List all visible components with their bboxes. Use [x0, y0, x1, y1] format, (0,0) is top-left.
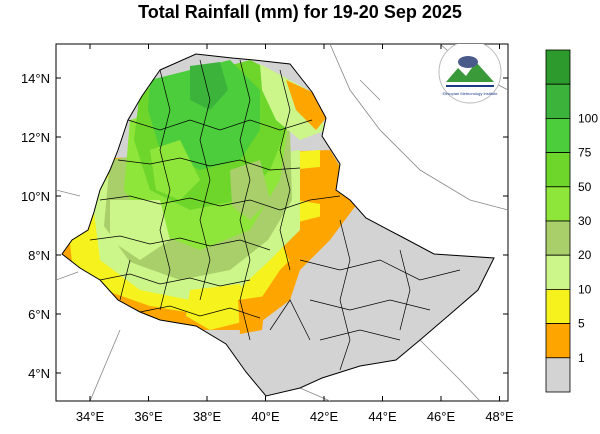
legend-label: 75 [578, 146, 592, 160]
legend-swatch [545, 254, 571, 290]
logo-caption: Ethiopian Meteorology Institute [443, 91, 499, 96]
legend-label: 5 [578, 317, 585, 331]
lon-tick-label: 34°E [76, 409, 105, 424]
lat-tick-label: 4°N [28, 366, 50, 381]
lon-tick-label: 40°E [251, 409, 280, 424]
neighbour-borders [56, 44, 508, 401]
lon-tick-label: 36°E [134, 409, 163, 424]
legend-swatch [545, 49, 571, 85]
lon-tick-label: 48°E [485, 409, 514, 424]
zone-boundaries [89, 59, 461, 371]
legend-label: 100 [578, 111, 598, 125]
map-title: Total Rainfall (mm) for 19-20 Sep 2025 [138, 2, 462, 22]
legend-swatch [545, 83, 571, 119]
legend-label: 20 [578, 248, 592, 262]
legend-label: 10 [578, 282, 592, 296]
legend-swatch [545, 323, 571, 359]
legend-swatch [545, 186, 571, 222]
rainfall-legend: 100 75 50 30 20 10 5 1 [545, 49, 598, 393]
lon-tick-label: 42°E [310, 409, 339, 424]
ethiopian-meteorology-logo: Ethiopian Meteorology Institute [438, 44, 502, 104]
lon-tick-label: 46°E [427, 409, 456, 424]
legend-label: 50 [578, 180, 592, 194]
legend-swatch [545, 357, 571, 393]
legend-label: 1 [578, 351, 585, 365]
lat-tick-label: 14°N [21, 71, 50, 86]
longitude-ticks: 34°E 36°E 38°E 40°E 42°E 44°E 46°E 48°E [76, 44, 514, 424]
lon-tick-label: 38°E [193, 409, 222, 424]
lat-tick-label: 6°N [28, 307, 50, 322]
legend-swatch [545, 288, 571, 324]
cloud-icon [458, 56, 478, 68]
country-outline [61, 53, 495, 397]
legend-swatch [545, 220, 571, 256]
legend-label: 30 [578, 214, 592, 228]
lon-tick-label: 44°E [368, 409, 397, 424]
legend-swatch [545, 152, 571, 188]
mountain-icon [446, 62, 494, 82]
lat-tick-label: 12°N [21, 130, 50, 145]
latitude-ticks: 14°N 12°N 10°N 8°N 6°N 4°N [21, 71, 508, 381]
lat-tick-label: 10°N [21, 189, 50, 204]
legend-swatch [545, 118, 571, 154]
lat-tick-label: 8°N [28, 248, 50, 263]
